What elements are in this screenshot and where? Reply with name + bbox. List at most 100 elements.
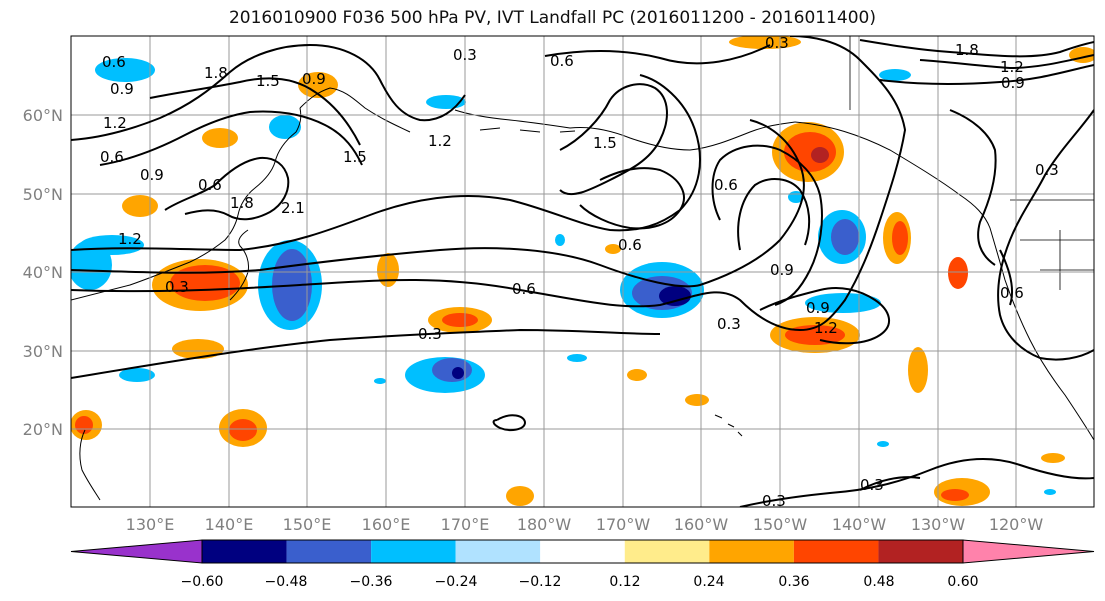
- pv-contour: [71, 74, 701, 252]
- contour-label: 0.6: [714, 176, 738, 194]
- pv-contour: [71, 43, 466, 141]
- positive-anomaly: [605, 244, 621, 254]
- positive-anomaly: [442, 313, 478, 327]
- contour-label: 0.3: [762, 492, 786, 510]
- lat-label: 20°N: [23, 420, 63, 439]
- pv-contours: [71, 36, 1094, 507]
- contour-label: 1.5: [343, 148, 367, 166]
- contour-label: 1.8: [204, 64, 228, 82]
- pv-contour: [492, 414, 527, 432]
- positive-anomaly: [627, 369, 647, 381]
- contour-label: 0.6: [198, 176, 222, 194]
- positive-anomaly: [377, 253, 399, 287]
- japan-coastline: [229, 229, 249, 301]
- lon-label: 170°E: [441, 515, 490, 534]
- colorbar-segment: [624, 540, 710, 563]
- negative-anomaly: [555, 234, 565, 246]
- colorbar-segment: [371, 540, 456, 563]
- lon-label: 140°E: [205, 515, 254, 534]
- latitude-labels: 60°N 50°N 40°N 30°N 20°N: [23, 106, 63, 439]
- contour-label: 0.3: [860, 476, 884, 494]
- lon-label: 180°W: [517, 515, 572, 534]
- negative-anomaly: [432, 358, 472, 382]
- pv-contour: [919, 54, 1094, 70]
- negative-anomaly: [879, 69, 911, 81]
- contour-label: 0.9: [1001, 74, 1025, 92]
- aleutian-islands: [479, 127, 576, 133]
- contour-label: 1.2: [428, 132, 452, 150]
- positive-anomaly: [948, 257, 968, 289]
- negative-anomaly: [269, 115, 301, 139]
- positive-anomaly: [506, 486, 534, 506]
- colorbar-tick-label: −0.36: [350, 574, 393, 590]
- map-frame: [70, 35, 1095, 508]
- contour-label: 0.6: [1000, 284, 1024, 302]
- pv-contour: [739, 457, 1094, 507]
- pv-contour: [759, 287, 890, 345]
- north-america-coastline: [794, 121, 1094, 441]
- negative-anomaly: [567, 354, 587, 362]
- pv-contour: [859, 476, 921, 491]
- colorbar-extend-low: [70, 539, 203, 564]
- pv-contour: [544, 44, 771, 65]
- lat-label: 50°N: [23, 185, 63, 204]
- political-borders: [849, 36, 1094, 290]
- contour-label: 2.1: [281, 199, 305, 217]
- hawaii-islands: [714, 414, 743, 437]
- contour-label: 0.3: [765, 34, 789, 52]
- pv-contour: [164, 156, 290, 221]
- lon-label: 130°E: [126, 515, 175, 534]
- lon-label: 160°E: [362, 515, 411, 534]
- colorbar-segment: [793, 540, 879, 563]
- pv-contour: [999, 249, 1013, 306]
- lat-label: 40°N: [23, 263, 63, 282]
- contour-label: 1.5: [593, 134, 617, 152]
- pv-contour: [711, 144, 823, 306]
- colorbar-segment: [455, 540, 541, 563]
- colorbar-tick-labels: −0.60 −0.48 −0.36 −0.24 −0.12 0.12 0.24 …: [181, 574, 979, 590]
- colorbar-segment: [202, 540, 287, 563]
- chart-title: 2016010900 F036 500 hPa PV, IVT Landfall…: [228, 8, 876, 28]
- colorbar-tick-label: −0.60: [181, 574, 224, 590]
- negative-anomaly: [374, 378, 386, 384]
- negative-anomaly: [659, 286, 691, 306]
- contour-label: 0.9: [806, 299, 830, 317]
- contour-label: 1.5: [256, 72, 280, 90]
- contour-label: 1.2: [814, 319, 838, 337]
- contour-label: 0.6: [550, 52, 574, 70]
- pv-contour: [71, 36, 907, 332]
- positive-anomaly: [202, 128, 238, 148]
- longitude-labels: 130°E 140°E 150°E 160°E 170°E 180°W 170°…: [126, 515, 1044, 534]
- contour-label: 0.3: [717, 315, 741, 333]
- colorbar-segment: [709, 540, 794, 563]
- contour-label: 1.2: [1000, 58, 1024, 76]
- positive-anomaly: [908, 347, 928, 393]
- negative-anomaly: [452, 367, 464, 379]
- pv-contour: [559, 83, 668, 196]
- colorbar-segment: [286, 540, 372, 563]
- pv-contour: [99, 110, 363, 166]
- lon-label: 150°E: [283, 515, 332, 534]
- positive-anomaly: [229, 419, 257, 441]
- colorbar-tick-label: 0.12: [609, 574, 640, 590]
- lon-label: 170°W: [596, 515, 651, 534]
- pv-contour: [71, 328, 661, 379]
- contour-label: 0.6: [100, 148, 124, 166]
- positive-anomaly: [941, 489, 969, 501]
- contour-label: 1.2: [118, 230, 142, 248]
- contour-label: 0.6: [102, 53, 126, 71]
- colorbar-tick-label: −0.12: [519, 574, 562, 590]
- pv-contour: [737, 178, 811, 251]
- negative-anomaly: [95, 58, 155, 82]
- positive-anomaly: [170, 265, 240, 301]
- lon-label: 130°W: [911, 515, 966, 534]
- contour-label: 1.8: [230, 194, 254, 212]
- pv-contour: [579, 167, 685, 230]
- contour-label: 0.3: [418, 325, 442, 343]
- contour-label: 0.3: [453, 46, 477, 64]
- contour-label: 0.9: [140, 166, 164, 184]
- positive-anomaly: [298, 72, 338, 98]
- contour-labels: 0.6 0.9 1.8 1.5 0.9 0.3 0.6 0.3 1.2 0.6 …: [100, 34, 1059, 510]
- positive-anomaly: [685, 394, 709, 406]
